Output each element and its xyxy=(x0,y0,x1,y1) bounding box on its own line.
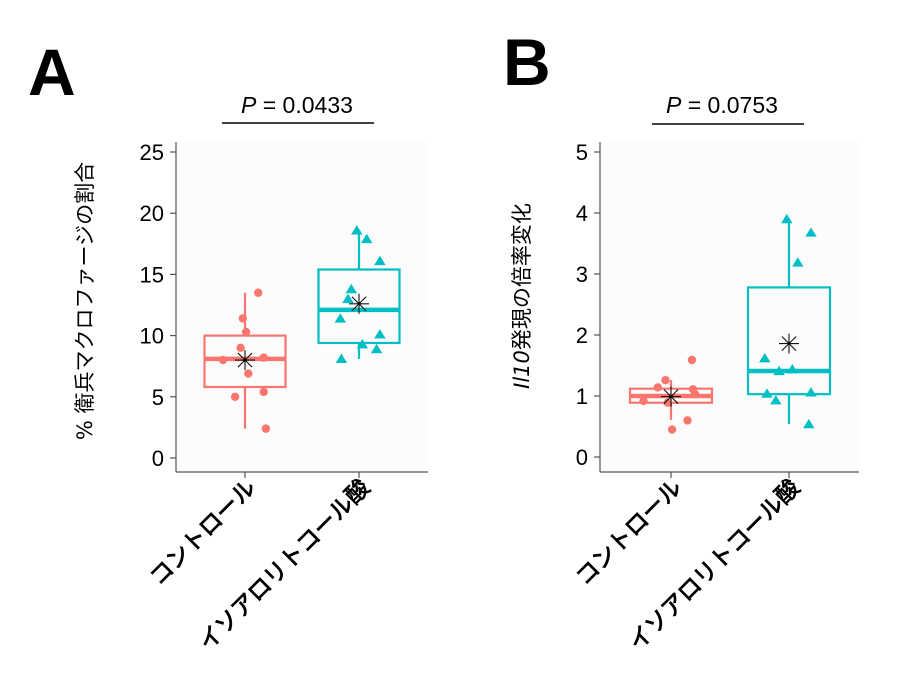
data-point xyxy=(653,383,662,392)
y-tick-label: 20 xyxy=(140,201,164,226)
mean-marker xyxy=(235,350,255,371)
data-point xyxy=(687,355,697,365)
data-point xyxy=(773,365,785,376)
mean-marker xyxy=(349,293,369,314)
pvalue-italic-a: P xyxy=(241,92,257,118)
data-point xyxy=(244,369,253,378)
mean-marker xyxy=(779,333,799,354)
y-tick-label: 5 xyxy=(152,385,164,410)
mean-marker xyxy=(661,386,681,407)
data-point xyxy=(805,227,817,237)
y-tick-label: 1 xyxy=(576,384,588,409)
panel-a: A P = 0.0433 % 衛兵マクロファージの割合 0 5 10 15 20 25 コ… xyxy=(28,35,428,656)
data-point xyxy=(370,343,383,354)
y-tick-label: 15 xyxy=(140,262,164,287)
series-treatment xyxy=(317,225,401,364)
pvalue-label-b: P = 0.0753 xyxy=(666,92,778,118)
y-axis-label-b-italic: Il10 xyxy=(510,350,534,389)
box xyxy=(317,268,401,345)
data-point xyxy=(351,225,363,235)
data-point xyxy=(770,395,782,405)
data-point xyxy=(218,355,228,365)
plot-background-a xyxy=(177,142,428,471)
data-point xyxy=(761,388,773,398)
data-point xyxy=(261,424,271,433)
y-axis-label-b: Il10発現の倍率変化 xyxy=(510,203,534,389)
mean-marker-dot xyxy=(357,302,361,306)
y-tick-label: 0 xyxy=(152,446,164,471)
y-ticks-b: 0 1 2 3 4 5 xyxy=(576,140,600,470)
pvalue-rest-b: = 0.0753 xyxy=(681,92,778,118)
data-point xyxy=(683,416,692,425)
panel-letter-b: B xyxy=(503,25,551,99)
mean-marker-dot xyxy=(669,395,673,399)
data-point xyxy=(238,314,247,323)
data-point xyxy=(241,327,251,337)
y-tick-label: 3 xyxy=(576,262,588,287)
y-tick-label: 4 xyxy=(576,201,588,226)
plot-background-b xyxy=(601,142,859,471)
y-axis-label-b-rest: 発現の倍率変化 xyxy=(510,203,534,350)
y-tick-label: 0 xyxy=(576,445,588,470)
panel-b: B P = 0.0753 Il10発現の倍率変化 0 1 2 3 4 5 コントロールイソ… xyxy=(503,25,859,656)
data-point xyxy=(786,363,799,374)
y-tick-label: 25 xyxy=(140,140,164,165)
mean-marker-dot xyxy=(787,341,791,346)
pvalue-rest-a: = 0.0433 xyxy=(256,92,353,118)
data-point xyxy=(254,288,263,297)
x-tick-label: コントロール xyxy=(145,475,261,591)
data-point xyxy=(667,425,677,434)
data-point xyxy=(335,353,348,364)
series-control xyxy=(628,355,714,434)
panel-letter-a: A xyxy=(28,35,76,109)
data-point xyxy=(259,353,268,362)
y-tick-label: 5 xyxy=(576,140,588,165)
data-point xyxy=(374,255,386,266)
data-point xyxy=(661,375,670,385)
data-point xyxy=(360,233,373,244)
y-tick-label: 10 xyxy=(140,324,164,349)
data-point xyxy=(230,392,240,401)
box xyxy=(746,286,832,396)
data-point xyxy=(691,389,700,399)
y-axis-label-a: % 衛兵マクロファージの割合 xyxy=(73,162,97,440)
data-point xyxy=(342,293,354,304)
data-point xyxy=(356,338,369,349)
marks-a xyxy=(203,225,401,433)
data-point xyxy=(803,418,815,429)
data-point xyxy=(259,387,268,397)
pvalue-italic-b: P xyxy=(666,92,682,118)
data-point xyxy=(345,283,358,294)
series-control xyxy=(203,288,287,433)
series-treatment xyxy=(746,213,832,429)
data-point xyxy=(805,387,817,397)
y-tick-label: 2 xyxy=(576,323,588,348)
data-point xyxy=(792,257,804,267)
data-point xyxy=(781,213,793,224)
data-point xyxy=(663,398,672,407)
data-point xyxy=(374,329,386,339)
data-point xyxy=(759,352,771,363)
marks-b xyxy=(628,213,832,434)
pvalue-label-a: P = 0.0433 xyxy=(241,92,353,118)
data-point xyxy=(334,313,347,323)
x-tick-label: コントロール xyxy=(571,475,687,591)
y-ticks-a: 0 5 10 15 20 25 xyxy=(140,140,176,471)
mean-marker-dot xyxy=(243,358,247,362)
data-point xyxy=(639,396,648,406)
data-point xyxy=(236,343,245,353)
